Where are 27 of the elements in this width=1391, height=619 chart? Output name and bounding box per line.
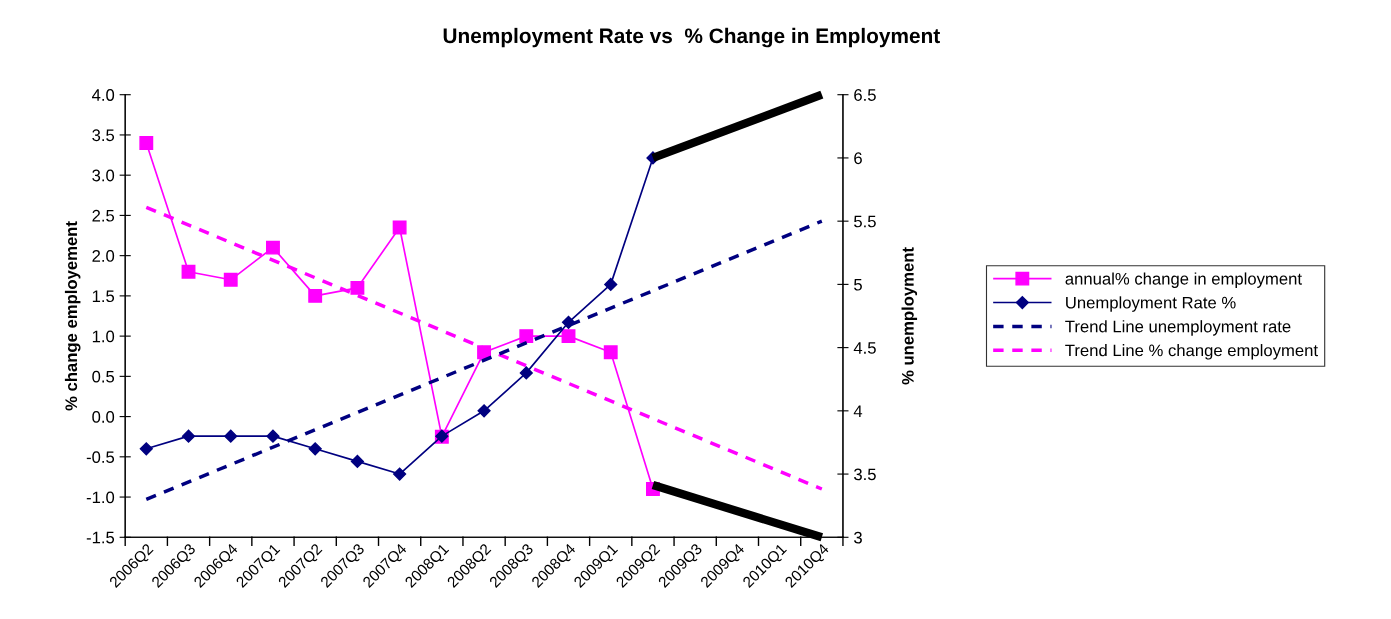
y-tick-label: -1.0 [86, 491, 115, 504]
legend-label: annual% change in employment [1065, 272, 1302, 288]
y-tick-label: 3.0 [92, 169, 115, 182]
y2-tick-label: 5.5 [854, 215, 876, 228]
y-tick-label: 1.0 [92, 330, 115, 343]
y-tick-label: -1.5 [86, 531, 115, 544]
y-tick-label: 0.5 [92, 370, 115, 383]
y-tick-label: 4.0 [91, 89, 115, 101]
y-tick-label: 2.5 [92, 209, 115, 222]
legend-label: Unemployment Rate % [1066, 296, 1236, 312]
y-axis-title: % change employement [64, 221, 81, 411]
y-tick-label: 2.0 [92, 250, 115, 262]
y2-tick-label: 6.5 [854, 89, 876, 101]
y2-tick-label: 5 [854, 278, 862, 291]
y2-tick-label: 6 [854, 152, 862, 165]
y2-axis-title: % unemployment [901, 247, 918, 385]
y-tick-label: -0.5 [86, 451, 115, 464]
y2-tick-label: 3 [854, 531, 862, 544]
y-tick-label: 1.5 [92, 290, 115, 303]
legend-label: Trend Line % change employment [1065, 344, 1318, 360]
y-tick-label: 3.5 [92, 129, 115, 142]
chart-title: Unemployment Rate vs % Change in Employment [443, 27, 940, 48]
legend-label: Trend Line unemployment rate [1065, 320, 1291, 336]
y-tick-label: 0.0 [92, 410, 115, 423]
y2-tick-label: 4.5 [853, 342, 876, 354]
y2-tick-label: 4 [853, 405, 863, 417]
y2-tick-label: 3.5 [854, 468, 876, 481]
